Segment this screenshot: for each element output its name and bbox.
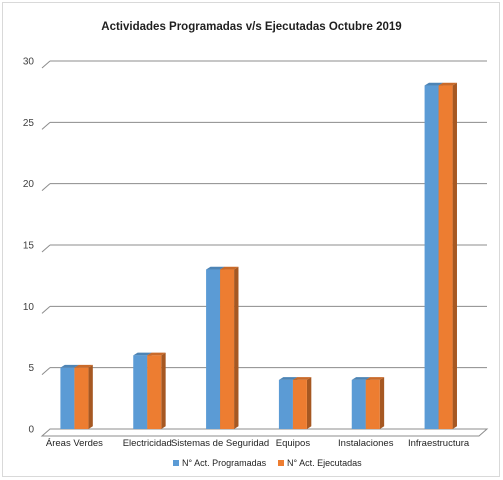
bar-side [88,364,93,429]
y-tick-label: 15 [23,241,35,252]
bar [365,379,380,429]
bar-top [220,266,239,270]
y-axis: 0 5 10 15 20 25 30 [23,57,35,436]
bar [278,379,293,429]
bar-top [365,377,385,380]
bar-top [438,82,457,86]
x-tick-label: Electricidad [123,438,172,449]
bars [60,82,457,430]
gridline-depth [41,60,51,69]
gridline-depth [41,121,51,130]
y-tick-label: 10 [23,302,35,313]
gridlines [40,60,489,437]
legend-label: N° Act. Ejecutadas [287,458,362,468]
legend-swatch [173,460,179,466]
bar-top [74,364,93,368]
gridline-depth [41,183,51,192]
gridline-depth [41,367,51,376]
bar [147,355,162,429]
bar-top [60,364,79,368]
bar-side [306,377,312,429]
legend-label: N° Act. Programadas [182,458,267,468]
bar-top [206,266,225,270]
bar-top [424,82,443,86]
bar [351,379,366,429]
bar-side [452,82,457,429]
x-tick-label: Instalaciones [338,438,394,449]
y-tick-label: 5 [28,363,34,374]
bar [60,367,75,429]
legend: N° Act. Programadas N° Act. Ejecutadas [173,458,362,468]
y-tick-label: 0 [28,425,34,436]
legend-swatch [278,460,284,466]
bar-side [161,352,166,429]
y-tick-label: 30 [23,57,35,68]
bar-top [351,377,371,380]
bar [438,85,453,430]
gridline-depth [41,305,51,314]
bar-top [133,352,152,356]
bar [424,85,439,430]
floor-plane [40,428,489,437]
bar-top [278,377,298,380]
bar [133,355,148,429]
x-tick-label: Equipos [276,438,311,449]
bar [74,367,89,429]
bar [292,379,307,429]
x-tick-label: Sistemas de Seguridad [171,438,269,449]
y-tick-label: 25 [23,118,35,129]
x-axis: Áreas Verdes Electricidad Sistemas de Segu… [46,438,470,449]
x-tick-label: Infraestructura [408,438,470,449]
y-tick-label: 20 [23,179,35,190]
bar-side [234,266,239,429]
bar-side [379,377,385,429]
bar [206,269,221,429]
bar-top [292,377,312,380]
bar [220,269,235,429]
chart-title: Actividades Programadas v/s Ejecutadas O… [101,21,402,33]
gridline-depth [41,244,51,253]
x-tick-label: Áreas Verdes [46,438,103,449]
bar-top [147,352,166,356]
